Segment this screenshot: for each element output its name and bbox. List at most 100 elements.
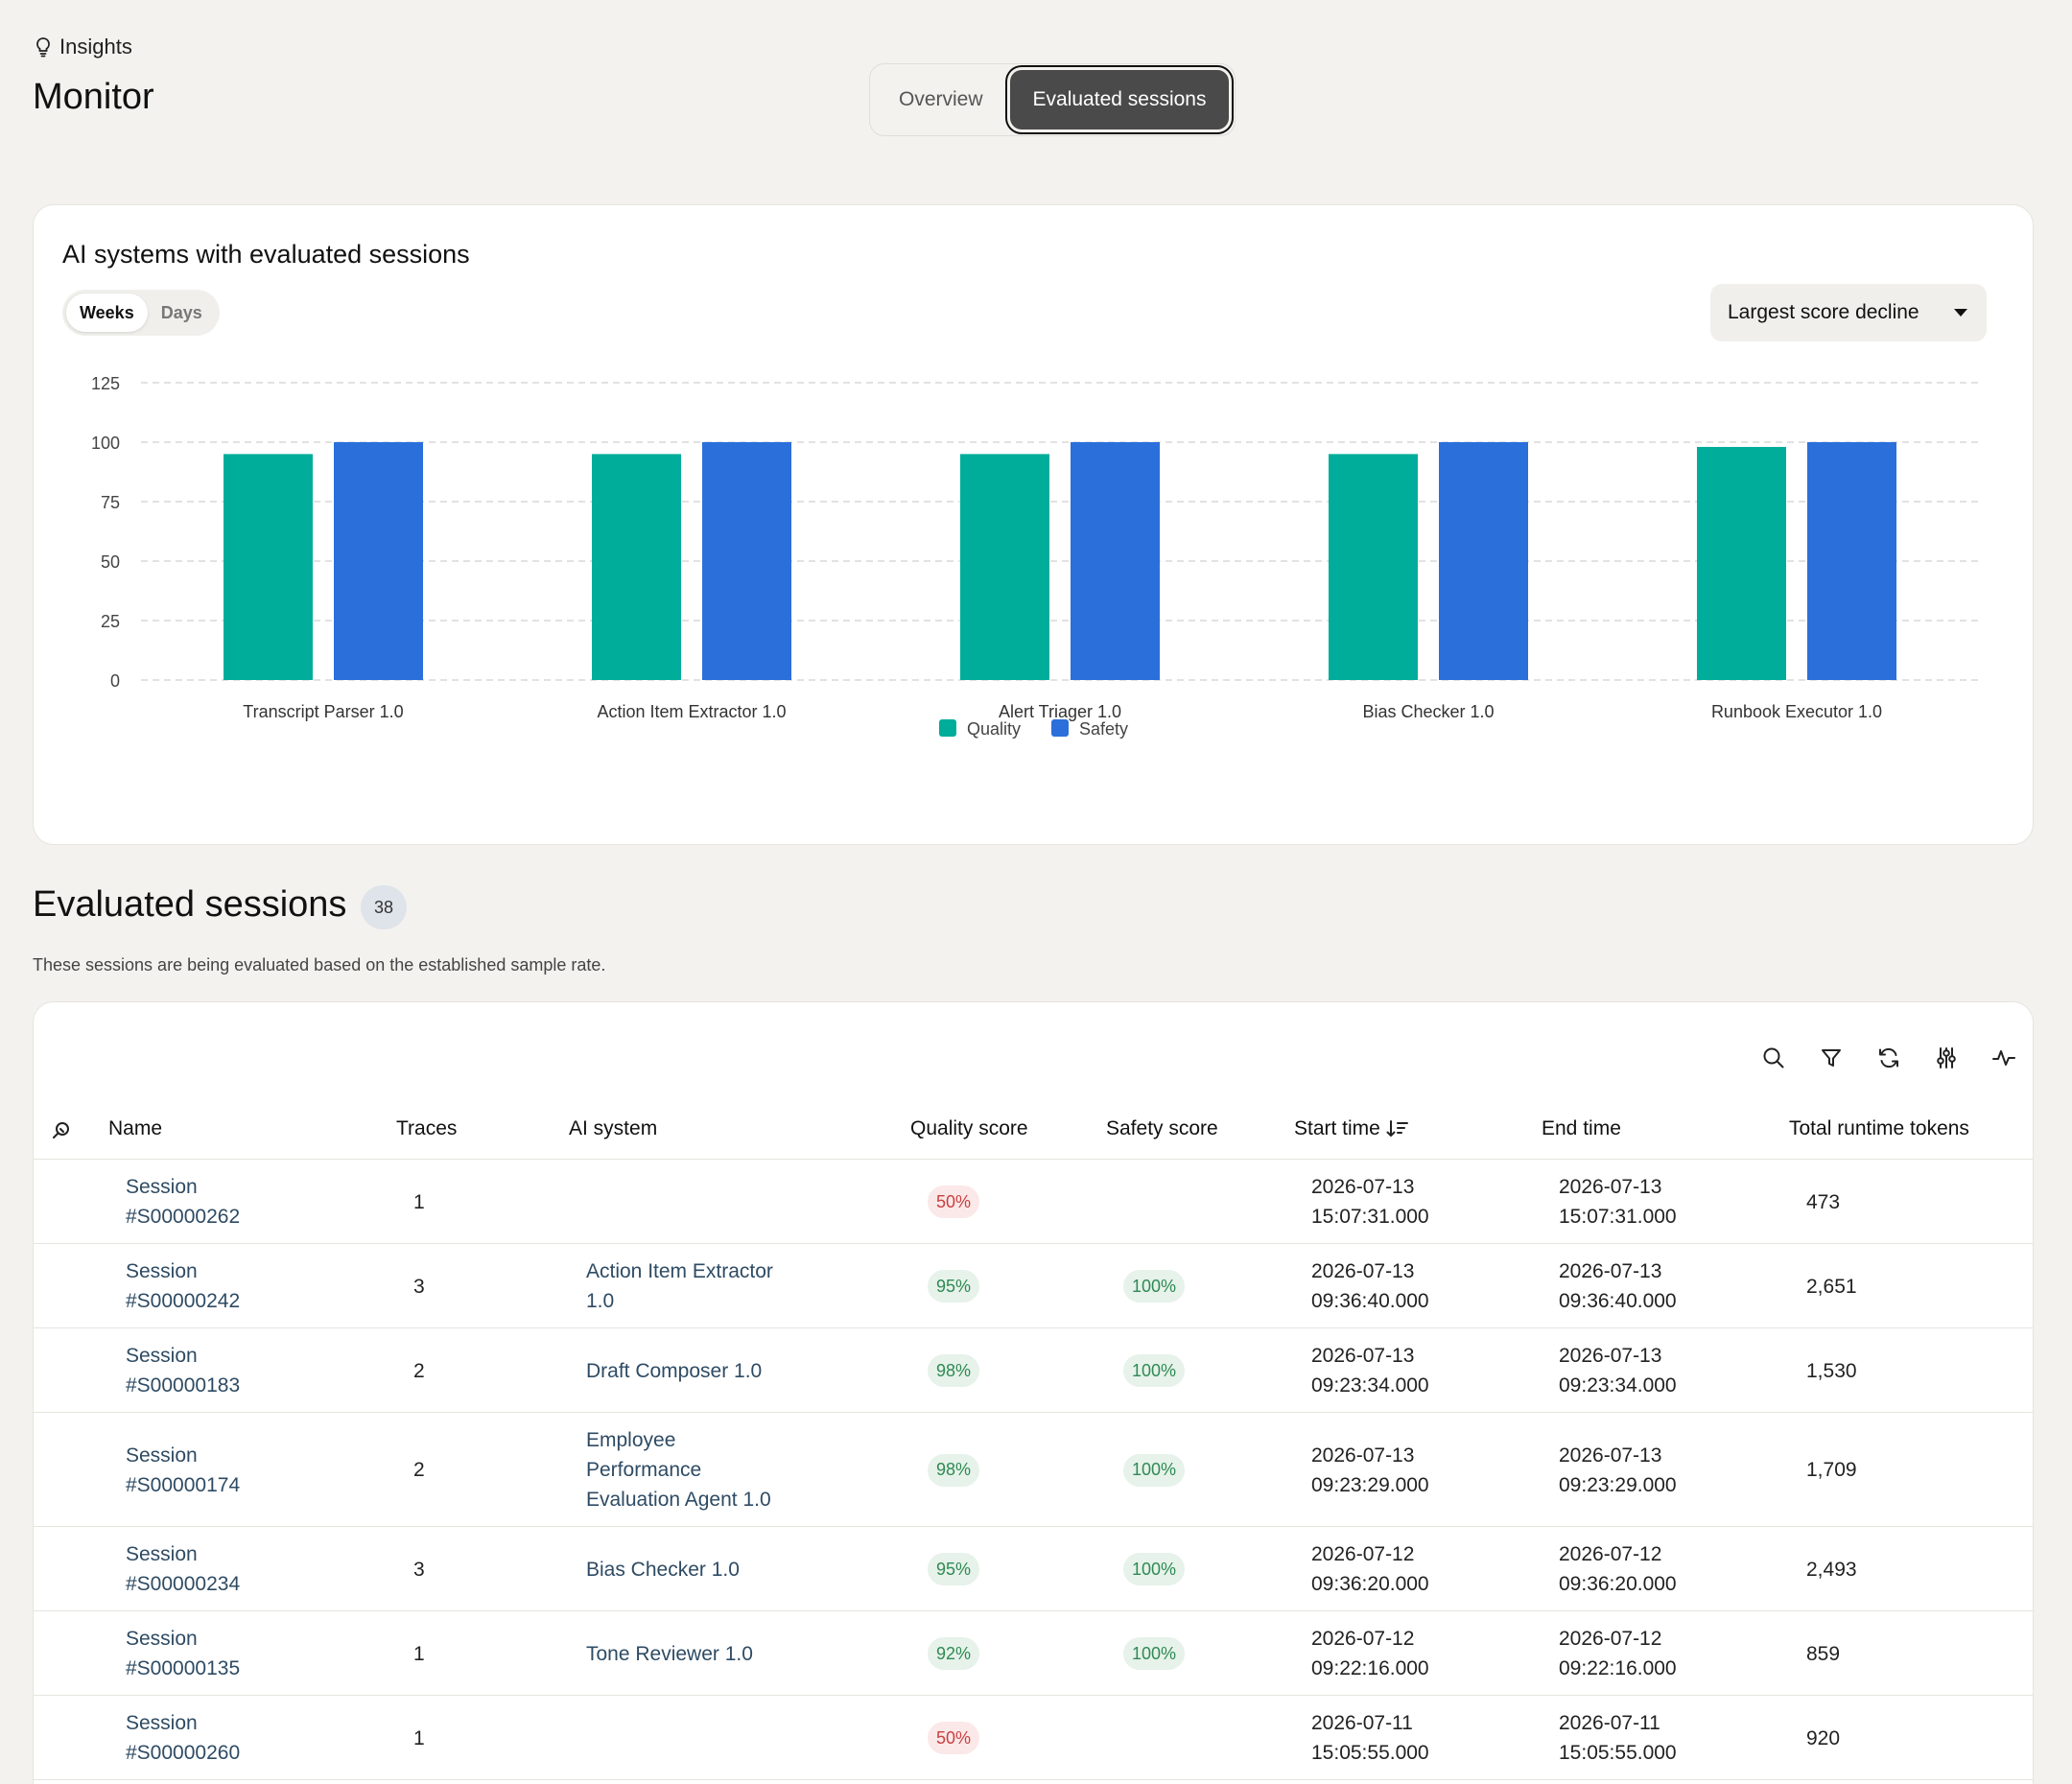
table-row[interactable]: Session #S00000174 2 Employee Performance Eva… — [34, 1413, 2033, 1527]
session-name-link[interactable]: Session #S00000183 — [126, 1341, 240, 1400]
end-time-value: 2026-07-12 09:36:20.000 — [1559, 1539, 1677, 1599]
cell-line: Performance — [586, 1459, 702, 1481]
breadcrumb[interactable]: Insights — [35, 35, 132, 59]
cell-line: #S00000262 — [126, 1206, 241, 1228]
start-time-value: 2026-07-13 15:07:31.000 — [1311, 1172, 1429, 1232]
bar-safety — [1439, 442, 1528, 680]
cell-line: Session — [126, 1628, 198, 1650]
cell-line: Action Item Extractor — [586, 1260, 773, 1282]
ai-system-link[interactable]: Tone Reviewer 1.0 — [586, 1639, 753, 1669]
y-tick-label: 25 — [101, 612, 120, 631]
table-row[interactable]: Session #S00000135 1 Tone Reviewer 1.0 92% 10… — [34, 1611, 2033, 1696]
start-time-label: Start time — [1294, 1117, 1380, 1139]
x-tick-label: Bias Checker 1.0 — [1362, 702, 1494, 721]
column-header-safety-score[interactable]: Safety score — [1106, 1117, 1218, 1139]
table-row[interactable]: Session #S00000242 3 Action Item Extractor 1… — [34, 1244, 2033, 1328]
cell-line: Session — [126, 1260, 198, 1282]
session-name-link[interactable]: Session #S00000242 — [126, 1256, 240, 1316]
safety-score-badge: 100% — [1123, 1553, 1186, 1585]
cell-line: 15:05:55.000 — [1559, 1742, 1677, 1764]
start-time-value: 2026-07-12 09:36:20.000 — [1311, 1539, 1429, 1599]
ai-system-link[interactable]: Employee Performance Evaluation Agent 1.0 — [586, 1425, 771, 1514]
tab-overview[interactable]: Overview — [899, 88, 983, 110]
chevron-down-icon — [1954, 309, 1967, 317]
cell-line: 09:22:16.000 — [1559, 1657, 1677, 1679]
table-row[interactable]: Session #S00000234 3 Bias Checker 1.0 95% 100… — [34, 1527, 2033, 1611]
lightbulb-icon — [36, 37, 50, 58]
end-time-value: 2026-07-11 15:05:55.000 — [1559, 1708, 1677, 1768]
refresh-icon[interactable] — [1860, 1035, 1918, 1081]
column-header-start-time[interactable]: Start time — [1294, 1117, 1409, 1140]
safety-score-badge: 100% — [1123, 1453, 1186, 1487]
y-tick-label: 0 — [110, 671, 120, 691]
cell-line: 2026-07-12 — [1311, 1543, 1415, 1565]
bar-safety — [1807, 442, 1896, 680]
cell-line: 2026-07-12 — [1559, 1628, 1662, 1650]
table-row[interactable]: Session #S00000262 1 50% 2026-07-13 15:07:31.… — [34, 1160, 2033, 1244]
tokens-value: 2,651 — [1806, 1275, 1857, 1298]
safety-score-badge: 100% — [1123, 1637, 1186, 1670]
column-header-ai-system[interactable]: AI system — [569, 1117, 658, 1139]
table-header: Name Traces AI system Quality score Safe… — [34, 1102, 2033, 1160]
end-time-value: 2026-07-13 09:23:34.000 — [1559, 1341, 1677, 1400]
safety-score-badge: 100% — [1123, 1270, 1186, 1303]
cell-line: 09:22:16.000 — [1311, 1657, 1429, 1679]
session-count-badge: 38 — [361, 885, 407, 929]
activity-icon[interactable] — [1975, 1035, 2033, 1081]
weeks-toggle-button[interactable]: Weeks — [66, 293, 148, 332]
tokens-value: 1,530 — [1806, 1359, 1857, 1382]
cell-line: Session — [126, 1444, 198, 1467]
column-header-total-runtime-tokens[interactable]: Total runtime tokens — [1789, 1117, 1969, 1139]
session-name-link[interactable]: Session #S00000234 — [126, 1539, 240, 1599]
table-row[interactable]: Session #S00000260 1 50% 2026-07-11 15:05:55.… — [34, 1696, 2033, 1780]
session-name-link[interactable]: Session #S00000262 — [126, 1172, 240, 1232]
sort-dropdown[interactable]: Largest score decline — [1710, 284, 1987, 341]
cell-line: 2026-07-13 — [1311, 1260, 1415, 1282]
column-settings-icon[interactable] — [1918, 1035, 1975, 1081]
cell-line: 09:36:40.000 — [1559, 1290, 1677, 1312]
cell-line: Session — [126, 1176, 198, 1198]
bar-quality — [1329, 454, 1418, 680]
session-name-link[interactable]: Session #S00000260 — [126, 1708, 240, 1768]
section-description: These sessions are being evaluated based… — [33, 955, 606, 974]
filter-icon[interactable] — [1802, 1035, 1860, 1081]
row-inspect-icon[interactable] — [51, 1119, 74, 1142]
cell-line: Session — [126, 1543, 198, 1565]
search-icon[interactable] — [1745, 1035, 1802, 1081]
granularity-toggle: Weeks Days — [62, 290, 220, 336]
x-tick-label: Transcript Parser 1.0 — [243, 702, 403, 721]
cell-line: 09:36:40.000 — [1311, 1290, 1429, 1312]
column-header-quality-score[interactable]: Quality score — [910, 1117, 1028, 1139]
session-name-link[interactable]: Session #S00000174 — [126, 1441, 240, 1500]
tab-evaluated-sessions[interactable]: Evaluated sessions — [1009, 70, 1230, 129]
cell-line: 15:07:31.000 — [1559, 1206, 1677, 1228]
sessions-table-card: Name Traces AI system Quality score Safe… — [33, 1001, 2034, 1784]
section-title: Evaluated sessions — [33, 884, 347, 925]
cell-line: 15:07:31.000 — [1311, 1206, 1429, 1228]
days-toggle-button[interactable]: Days — [160, 302, 202, 322]
column-header-traces[interactable]: Traces — [396, 1117, 458, 1139]
start-time-value: 2026-07-13 09:23:34.000 — [1311, 1341, 1429, 1400]
column-header-name[interactable]: Name — [108, 1117, 163, 1139]
breadcrumb-label: Insights — [59, 35, 132, 59]
ai-system-link[interactable]: Bias Checker 1.0 — [586, 1555, 740, 1584]
column-header-end-time[interactable]: End time — [1542, 1117, 1621, 1139]
cell-line: 2026-07-12 — [1311, 1628, 1415, 1650]
quality-score-badge: 98% — [928, 1354, 980, 1387]
ai-system-link[interactable]: Draft Composer 1.0 — [586, 1356, 762, 1386]
tokens-value: 859 — [1806, 1642, 1841, 1665]
tokens-value: 473 — [1806, 1190, 1841, 1213]
bar-safety — [334, 442, 423, 680]
session-name-link[interactable]: Session #S00000135 — [126, 1624, 240, 1683]
cell-line: Session — [126, 1712, 198, 1734]
traces-value: 3 — [413, 1558, 425, 1581]
chart-title: AI systems with evaluated sessions — [62, 240, 470, 269]
y-tick-label: 50 — [101, 552, 120, 572]
cell-line: 15:05:55.000 — [1311, 1742, 1429, 1764]
cell-line: #S00000174 — [126, 1473, 241, 1496]
cell-line: 09:36:20.000 — [1311, 1573, 1429, 1595]
ai-system-link[interactable]: Action Item Extractor 1.0 — [586, 1256, 773, 1316]
table-row[interactable]: Session #S00000183 2 Draft Composer 1.0 98% 1… — [34, 1328, 2033, 1413]
cell-line: 09:23:34.000 — [1311, 1374, 1429, 1397]
safety-score-badge: 100% — [1123, 1354, 1186, 1387]
